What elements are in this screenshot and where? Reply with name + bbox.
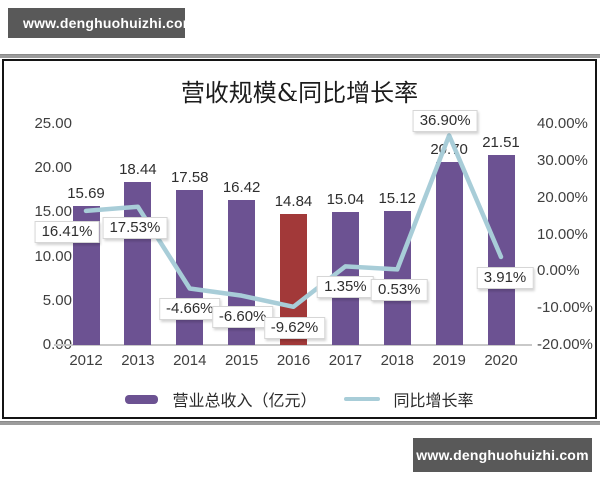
bar-2019 xyxy=(435,162,463,345)
right-axis-tick: -20.00% xyxy=(537,336,593,353)
right-axis-tick: 10.00% xyxy=(537,225,588,243)
legend-label-growth: 同比增长率 xyxy=(393,393,474,410)
legend: 营业总收入（亿元） 同比增长率 xyxy=(4,387,595,411)
left-axis-tick: 20.00 xyxy=(34,159,72,177)
line-value-label: -4.66% xyxy=(158,298,221,321)
bar-value-label: 15.12 xyxy=(378,190,417,208)
line-value-label: 16.41% xyxy=(34,220,100,243)
x-axis-label: 2012 xyxy=(69,352,103,369)
line-value-label: -9.62% xyxy=(263,316,326,339)
bar-2020 xyxy=(487,154,515,345)
line-value-label: 1.35% xyxy=(317,276,374,299)
left-axis-tick: 15.00 xyxy=(34,203,72,221)
divider-bottom xyxy=(0,421,600,425)
chart-title: 营收规模&同比增长率 xyxy=(180,79,419,107)
right-axis-tick: 0.00% xyxy=(537,262,580,280)
watermark-top: www.denghuohuizhi.com xyxy=(8,8,195,38)
watermark-bottom: www.denghuohuizhi.com xyxy=(413,438,592,472)
divider-top xyxy=(0,54,600,58)
legend-label-revenue: 营业总收入（亿元） xyxy=(172,393,317,410)
plot-area: 25.00 20.00 15.00 10.00 5.00 0.00 40.00% 30.00%… xyxy=(4,61,595,417)
left-axis-tick: 10.00 xyxy=(34,247,72,265)
bar-value-label: 17.58 xyxy=(170,168,209,186)
bar-value-label: 15.04 xyxy=(326,191,365,209)
bar-value-label: 18.44 xyxy=(119,160,157,178)
legend-bar-swatch xyxy=(125,394,159,404)
x-axis-line xyxy=(54,344,532,346)
x-axis-label: 2013 xyxy=(121,352,155,369)
x-axis-label: 2020 xyxy=(484,352,518,369)
line-value-label: 17.53% xyxy=(102,216,168,239)
x-axis-label: 2016 xyxy=(276,352,311,369)
right-axis-tick: 30.00% xyxy=(537,151,588,169)
line-value-label: 3.91% xyxy=(476,266,534,289)
bar-value-label: 14.84 xyxy=(274,192,313,210)
bar-2018 xyxy=(383,211,411,345)
bar-value-label: 21.51 xyxy=(482,133,520,151)
legend-line-swatch xyxy=(343,397,380,401)
line-value-label: 0.53% xyxy=(370,279,428,302)
watermark-bottom-text: www.denghuohuizhi.com xyxy=(416,447,589,463)
bar-value-label: 16.42 xyxy=(222,178,261,196)
line-value-label: -6.60% xyxy=(211,305,274,328)
right-axis-tick: 40.00% xyxy=(537,115,588,132)
left-axis-tick: 25.00 xyxy=(34,115,72,132)
x-axis-label: 2019 xyxy=(432,352,466,369)
x-axis-label: 2015 xyxy=(224,352,259,369)
right-axis-tick: 20.00% xyxy=(537,188,588,206)
legend-item-growth: 同比增长率 xyxy=(343,387,474,411)
x-axis-label: 2018 xyxy=(380,352,414,369)
x-axis-label: 2014 xyxy=(173,352,207,369)
legend-item-revenue: 营业总收入（亿元） xyxy=(125,387,317,411)
line-value-label: 36.90% xyxy=(412,110,478,133)
x-axis-label: 2017 xyxy=(328,352,363,369)
watermark-top-text: www.denghuohuizhi.com xyxy=(23,15,196,31)
bar-value-label: 15.69 xyxy=(67,185,105,203)
right-axis-tick: -10.00% xyxy=(537,299,593,317)
chart-container: 营收规模&同比增长率 25.00 20.00 15.00 10.00 5.00 0.00 4… xyxy=(2,59,597,419)
left-axis-tick: 5.00 xyxy=(42,291,72,309)
